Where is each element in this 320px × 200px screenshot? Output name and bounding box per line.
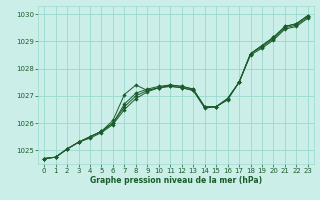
X-axis label: Graphe pression niveau de la mer (hPa): Graphe pression niveau de la mer (hPa) (90, 176, 262, 185)
